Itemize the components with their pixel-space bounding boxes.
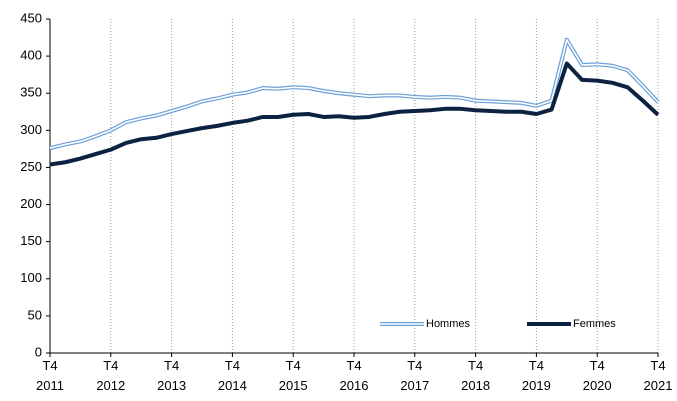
x-tick-label: T4 2015 [278,358,308,393]
y-tick-label: 450 [20,10,42,25]
x-tick-label: T4 2016 [339,358,369,393]
legend-label: Hommes [426,318,471,330]
x-tick-label: T4 2012 [96,358,126,393]
x-tick-label: T4 2013 [157,358,187,393]
y-tick-label: 150 [20,233,42,248]
y-tick-label: 250 [20,159,42,174]
x-tick-label: T4 2020 [582,358,612,393]
x-tick-label: T4 2011 [36,358,64,393]
x-tick-label: T4 2017 [400,358,430,393]
x-tick-label: T4 2014 [217,358,247,393]
series-line-inner [49,38,659,149]
x-tick-label: T4 2019 [521,358,551,393]
x-tick-label: T4 2021 [643,358,673,393]
y-tick-label: 300 [20,122,42,137]
y-tick-label: 100 [20,270,42,285]
y-tick-label: 400 [20,48,42,63]
y-tick-label: 350 [20,85,42,100]
x-tick-label: T4 2018 [461,358,491,393]
legend-label: Femmes [573,318,616,330]
y-tick-label: 200 [20,196,42,211]
y-tick-label: 0 [35,344,42,359]
series-line [49,61,660,167]
y-tick-label: 50 [28,307,42,322]
